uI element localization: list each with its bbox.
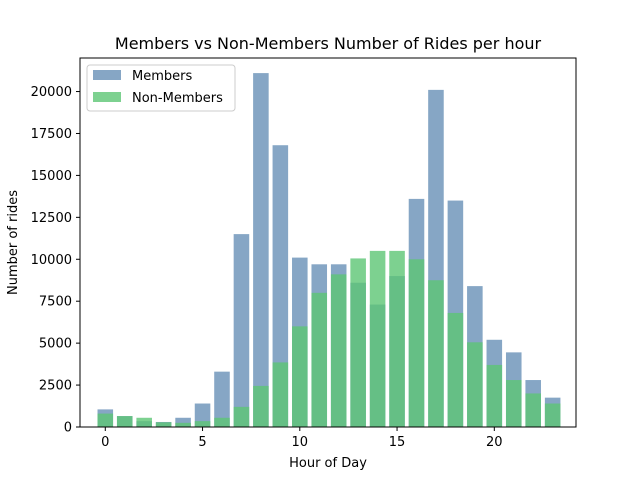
y-tick-label: 20000 — [31, 85, 72, 100]
y-tick-label: 0 — [64, 421, 72, 436]
non-members-bar-hour-17 — [428, 280, 444, 427]
chart-title: Members vs Non-Members Number of Rides p… — [115, 34, 542, 53]
y-tick-label: 15000 — [31, 169, 72, 184]
non-members-bar-hour-16 — [408, 259, 425, 427]
members-bar-hour-6 — [214, 371, 230, 427]
non-members-bar-hour-12 — [330, 274, 347, 427]
members-bar-hour-4 — [175, 417, 191, 427]
y-tick-label: 7500 — [39, 295, 72, 310]
members-bar-hour-7 — [233, 234, 250, 427]
non-members-bar-hour-4 — [175, 422, 191, 427]
non-members-bar-hour-0 — [97, 413, 114, 427]
y-axis-ticks: 0 2500 5000 7500 10000 12500 15000 17500 20000 — [31, 85, 80, 436]
non-members-bar-hour-9 — [272, 362, 289, 427]
non-members-bar-hour-11 — [311, 292, 328, 427]
y-tick-label: 17500 — [31, 127, 72, 142]
non-members-bar-hour-1 — [116, 416, 133, 427]
x-tick-label: 15 — [389, 435, 406, 450]
x-tick-label: 5 — [198, 435, 206, 450]
members-bar-hour-9 — [272, 145, 289, 427]
non-members-bar-hour-2 — [136, 417, 152, 427]
non-members-bar-hour-22 — [525, 393, 541, 427]
non-members-bar-hour-5 — [194, 421, 211, 427]
y-tick-label: 5000 — [39, 337, 72, 352]
non-members-bar-hour-23 — [544, 403, 561, 427]
non-members-bar-hour-13 — [350, 258, 366, 427]
non-members-bar-hour-7 — [233, 406, 250, 427]
legend: Members Non-Members — [86, 64, 236, 112]
x-axis-label: Hour of Day — [289, 456, 367, 471]
legend-label-non-members: Non-Members — [132, 91, 223, 106]
x-tick-label: 20 — [486, 435, 503, 450]
non-members-bar-hour-15 — [389, 250, 405, 427]
y-tick-label: 2500 — [39, 379, 72, 394]
non-members-bar-hour-19 — [467, 342, 483, 427]
non-members-bar-hour-14 — [369, 250, 386, 427]
legend-swatch-members — [93, 70, 121, 80]
y-tick-label: 10000 — [31, 253, 72, 268]
non-members-bar-hour-6 — [214, 417, 230, 427]
legend-label-members: Members — [132, 69, 192, 84]
non-members-bar-hour-10 — [292, 326, 308, 427]
non-members-bars — [97, 250, 561, 427]
x-tick-label: 10 — [292, 435, 309, 450]
members-bar-hour-8 — [253, 73, 269, 427]
non-members-bar-hour-8 — [253, 385, 269, 427]
non-members-bar-hour-18 — [447, 312, 464, 427]
non-members-bar-hour-21 — [505, 380, 522, 427]
legend-swatch-non-members — [93, 92, 121, 102]
plot-frame — [79, 57, 577, 428]
y-tick-label: 12500 — [31, 211, 72, 226]
x-axis-ticks: 0 5 10 15 20 — [101, 427, 503, 450]
non-members-bar-hour-3 — [155, 422, 172, 427]
non-members-bar-hour-20 — [486, 364, 503, 427]
legend-box — [86, 64, 236, 112]
x-tick-label: 0 — [101, 435, 109, 450]
y-axis-label: Number of rides — [6, 190, 21, 295]
